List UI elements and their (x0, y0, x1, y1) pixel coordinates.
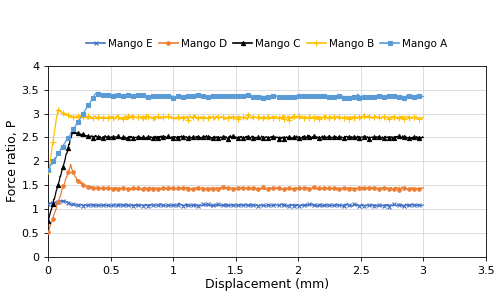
Legend: Mango E, Mango D, Mango C, Mango B, Mango A: Mango E, Mango D, Mango C, Mango B, Mang… (86, 39, 448, 49)
X-axis label: Displacement (mm): Displacement (mm) (205, 279, 329, 291)
Y-axis label: Force ratio, P: Force ratio, P (6, 120, 18, 203)
